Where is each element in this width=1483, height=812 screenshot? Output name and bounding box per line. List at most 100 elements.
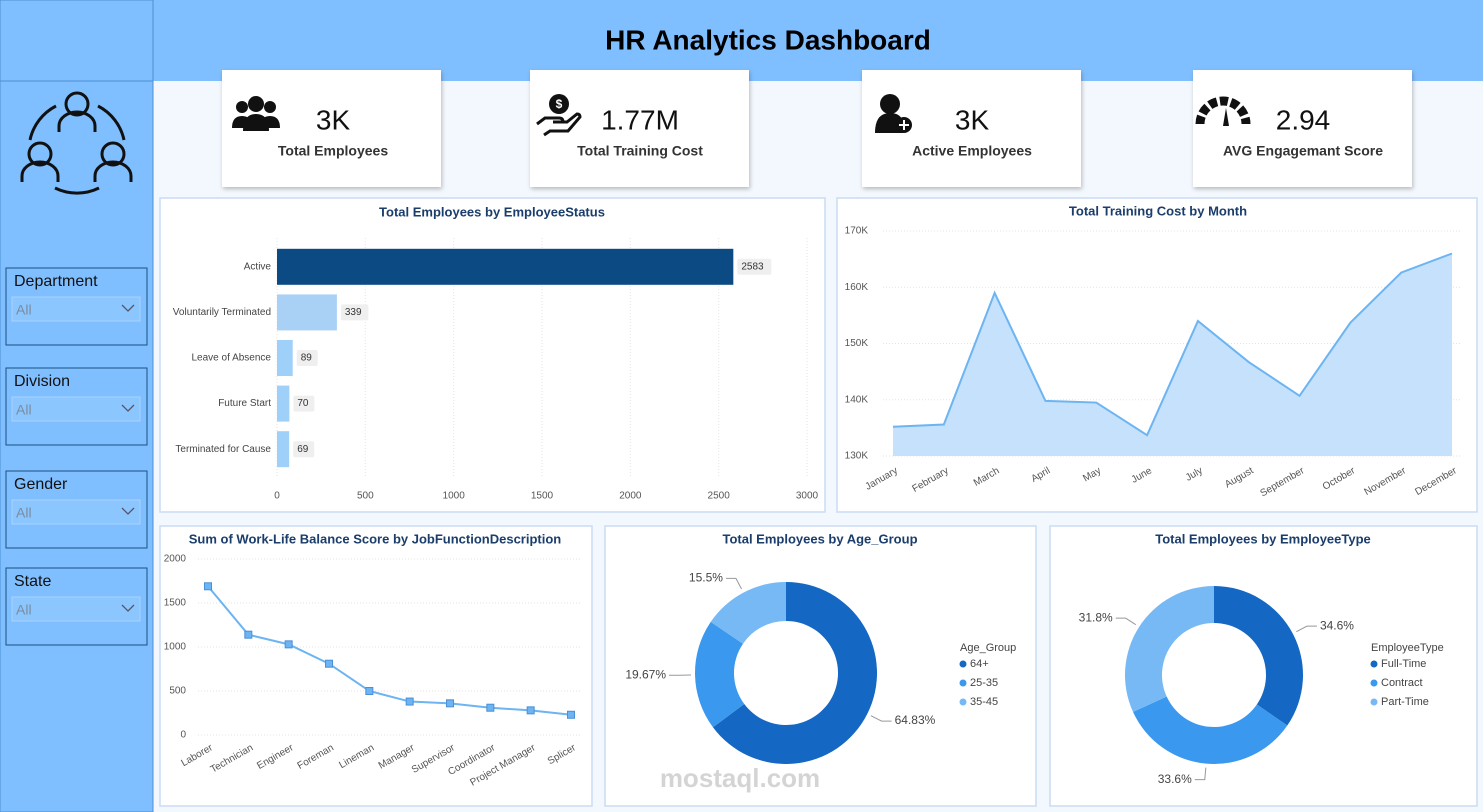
data-label: 31.8% — [1079, 610, 1113, 624]
dropdown-chevron — [121, 507, 135, 515]
data-label: 64.83% — [895, 713, 936, 727]
marker — [405, 697, 414, 706]
y-tick-label: Future Start — [218, 398, 271, 409]
y-tick-label: 130K — [845, 451, 869, 462]
value-label: 69 — [297, 444, 309, 455]
marker — [526, 706, 535, 715]
filter-dropdown[interactable] — [11, 396, 141, 422]
chart-title: Total Employees by Age_Group — [722, 531, 917, 546]
x-tick-label: 1000 — [443, 491, 466, 502]
line — [207, 585, 572, 716]
x-tick-label: 1500 — [531, 491, 554, 502]
dropdown-chevron — [121, 404, 135, 412]
donut-segment — [710, 582, 786, 644]
filter-label: Department — [14, 273, 98, 290]
kpi-label: Active Employees — [912, 143, 1032, 159]
kpi-label: AVG Engagemant Score — [1223, 143, 1383, 159]
filter-box — [5, 267, 148, 346]
legend-swatch — [959, 679, 967, 687]
filter-label: Division — [14, 373, 70, 390]
marker — [325, 659, 333, 668]
filter-value: All — [16, 602, 32, 618]
kpi-value: 1.77M — [601, 104, 679, 135]
x-tick-label: 2500 — [708, 491, 731, 502]
legend-swatch — [1370, 698, 1378, 706]
y-tick-label: 2000 — [164, 554, 187, 565]
svg-text:$: $ — [556, 97, 563, 111]
y-tick-label: 160K — [845, 282, 869, 293]
x-tick-label: 0 — [274, 491, 280, 502]
y-tick-label: 1000 — [164, 642, 187, 653]
leader-line — [870, 715, 892, 722]
y-tick-label: 0 — [180, 730, 186, 741]
y-tick-label: 140K — [845, 394, 869, 405]
filters: Department All Division All Gender All S… — [5, 267, 148, 646]
legend-label: Contract — [1381, 677, 1423, 689]
value-label-bg — [340, 304, 369, 321]
leader-line — [1194, 767, 1207, 781]
active-employee-icon — [875, 94, 912, 133]
legend-label: 64+ — [970, 658, 989, 670]
value-label-bg — [293, 395, 315, 412]
kpi-value: 2.94 — [1276, 104, 1331, 135]
y-tick-label: Active — [244, 261, 272, 272]
kpi-card — [1193, 70, 1412, 187]
filter-box — [5, 567, 148, 646]
marker — [244, 630, 253, 639]
legend-label: Full-Time — [1381, 658, 1426, 670]
donut-segment — [1133, 696, 1288, 764]
dashboard-title: HR Analytics Dashboard — [605, 24, 931, 55]
y-tick-label: Leave of Absence — [191, 353, 271, 364]
chart-panel — [159, 525, 593, 807]
leader-line — [1296, 625, 1317, 633]
kpi-label: Total Training Cost — [577, 143, 703, 159]
x-tick-label: 2000 — [619, 491, 642, 502]
legend-label: 35-45 — [970, 696, 998, 708]
header-bar — [0, 0, 1483, 81]
value-label: 89 — [301, 353, 313, 364]
x-tick-label: 3000 — [796, 491, 819, 502]
leader-line — [1115, 617, 1137, 626]
filter-box — [5, 470, 148, 549]
value-label-bg — [293, 441, 315, 458]
y-tick-label: 150K — [845, 338, 869, 349]
kpi-card — [530, 70, 749, 187]
chart-title: Total Training Cost by Month — [1069, 203, 1247, 218]
area — [893, 253, 1452, 456]
legend-label: 25-35 — [970, 677, 998, 689]
dropdown-chevron — [121, 304, 135, 312]
line — [892, 252, 1453, 437]
data-label: 19.67% — [625, 667, 666, 681]
legend-label: Part-Time — [1381, 696, 1429, 708]
chart-title: Sum of Work-Life Balance Score by JobFun… — [189, 531, 562, 546]
legend-swatch — [1370, 660, 1378, 668]
marker — [204, 582, 212, 591]
value-label: 339 — [345, 307, 362, 318]
filter-dropdown[interactable] — [11, 296, 141, 322]
legend-swatch — [1370, 679, 1378, 687]
donut-segment — [694, 621, 745, 728]
data-label: 33.6% — [1158, 772, 1192, 786]
donut-segment — [1125, 586, 1214, 712]
kpi-value: 3K — [955, 104, 990, 135]
kpi-cards: 3K Total Employees 1.77M Total Training … — [222, 70, 1412, 187]
filter-dropdown[interactable] — [11, 596, 141, 622]
value-label: 2583 — [741, 261, 764, 272]
value-label-bg — [296, 350, 318, 366]
marker — [365, 687, 374, 695]
filter-box — [5, 367, 148, 446]
y-tick-label: 500 — [169, 686, 186, 697]
gauge-icon — [1195, 96, 1251, 126]
marker — [446, 699, 454, 708]
bar — [277, 385, 290, 422]
marker — [486, 703, 495, 712]
training-cost-icon: $ — [536, 94, 582, 137]
legend-swatch — [959, 698, 967, 706]
filter-value: All — [16, 302, 32, 318]
people-icon — [232, 96, 280, 131]
y-tick-label: 1500 — [164, 598, 187, 609]
marker — [284, 640, 293, 649]
filter-dropdown[interactable] — [11, 499, 141, 525]
watermark: mostaql.com — [660, 763, 820, 793]
filter-label: State — [14, 573, 51, 590]
